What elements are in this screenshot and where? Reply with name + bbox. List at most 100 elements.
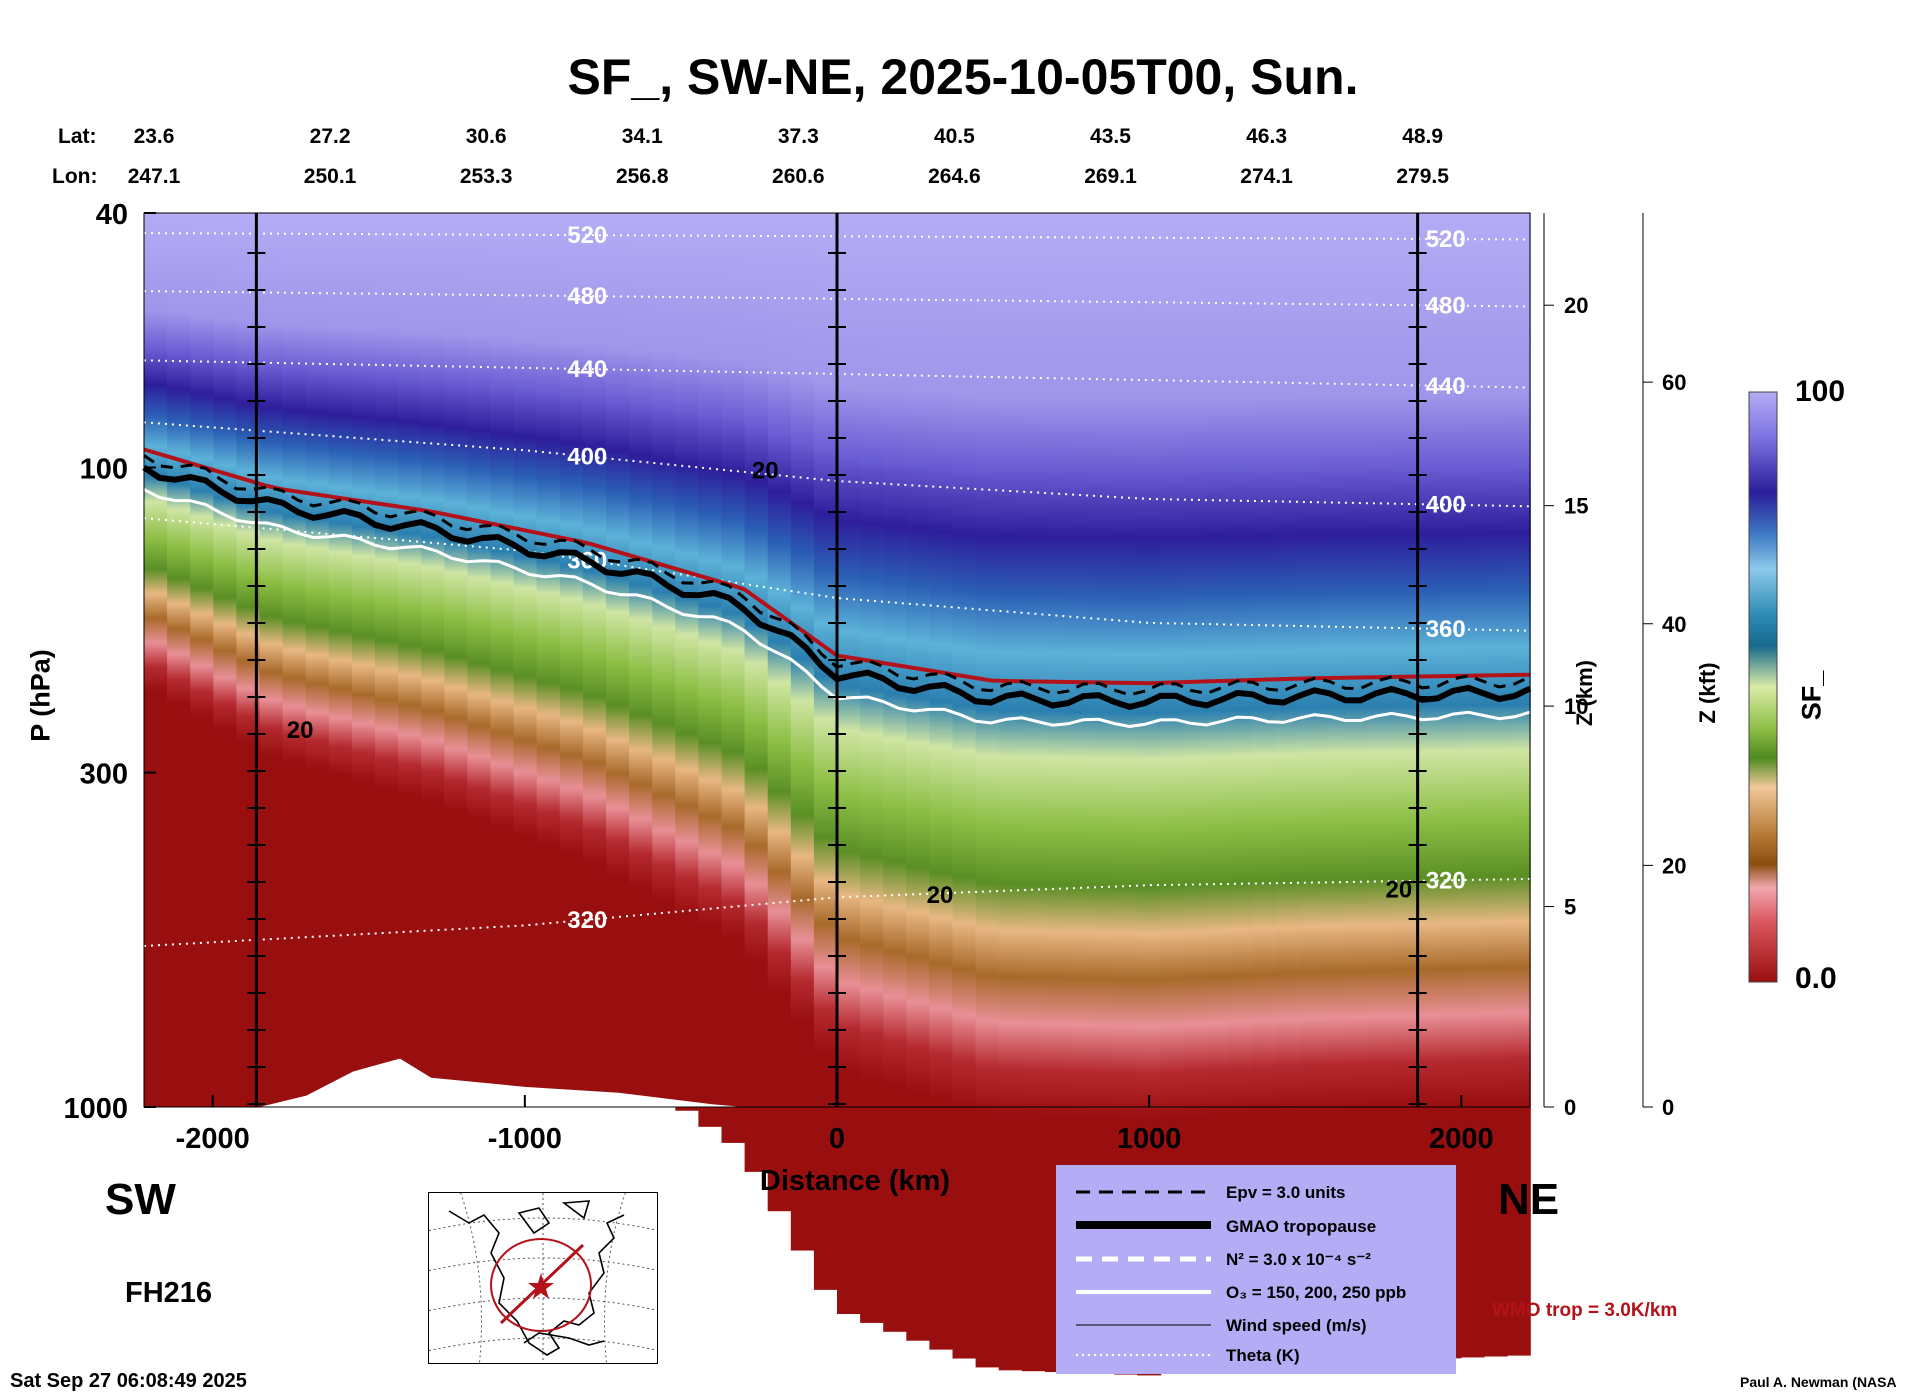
field-column	[698, 213, 723, 1127]
field-column	[1414, 213, 1439, 1360]
wind-speed-label: 20	[1386, 876, 1413, 903]
lat-value: 43.5	[1090, 125, 1131, 148]
legend-item-theta: Theta (K)	[1056, 1342, 1456, 1372]
colorbar-title-wrap: SF_	[1792, 660, 1832, 730]
field-column	[305, 213, 330, 927]
legend-label-epv: Epv = 3.0 units	[1226, 1183, 1346, 1202]
field-column	[1160, 213, 1185, 1374]
field-column	[1252, 213, 1277, 1367]
field-column	[883, 213, 908, 1332]
theta-label: 480	[1426, 293, 1466, 320]
field-column	[629, 213, 653, 1079]
field-column	[1021, 213, 1046, 1372]
theta-label: 440	[567, 356, 607, 383]
z-km-tick-label: 5	[1564, 895, 1576, 920]
lat-label: Lat:	[58, 125, 97, 148]
lat-value: 30.6	[465, 125, 507, 148]
timestamp: Sat Sep 27 06:08:49 2025	[10, 1370, 247, 1392]
theta-label: 360	[1426, 616, 1466, 643]
field-column	[536, 213, 561, 1023]
colorbar-min-label: 0.0	[1795, 962, 1837, 995]
theta-contour	[143, 517, 1531, 632]
field-column	[744, 213, 769, 1172]
lon-label: Lon:	[52, 165, 98, 188]
legend-item-n2: N² = 3.0 x 10⁻⁴ s⁻²	[1056, 1246, 1456, 1276]
legend-item-epv: Epv = 3.0 units	[1056, 1179, 1456, 1209]
x-tick-label: 0	[829, 1123, 845, 1155]
y-tick-label: 300	[80, 759, 128, 791]
field-column	[328, 213, 353, 935]
field-column	[1091, 213, 1115, 1374]
theta-label: 520	[567, 222, 607, 249]
legend-label-n2: N² = 3.0 x 10⁻⁴ s⁻²	[1226, 1250, 1371, 1269]
lat-value: 34.1	[621, 125, 663, 148]
lat-value: 27.2	[309, 125, 351, 148]
field-column	[1068, 213, 1092, 1373]
z-km-tick-label: 20	[1564, 293, 1588, 318]
legend-label-theta: Theta (K)	[1226, 1346, 1300, 1365]
legend-swatch-tropopause	[1076, 1221, 1211, 1229]
y-tick-label: 1000	[63, 1093, 128, 1125]
z-kft-tick-label: 20	[1662, 853, 1686, 878]
lon-value: 247.1	[127, 165, 181, 188]
theta-contour	[143, 421, 1531, 508]
field-column	[790, 213, 815, 1251]
theta-label: 320	[1426, 867, 1466, 894]
y-tick-label: 40	[96, 199, 128, 231]
field-column	[351, 213, 376, 943]
legend-swatch-n2	[1076, 1256, 1211, 1262]
field-column	[975, 213, 1000, 1368]
field-column	[1044, 213, 1069, 1373]
legend-swatch-wind	[1076, 1324, 1211, 1326]
field-column	[1229, 213, 1254, 1369]
field-column	[259, 213, 284, 909]
chart-title: SF_, SW-NE, 2025-10-05T00, Sun.	[567, 49, 1359, 105]
field-column	[952, 213, 977, 1359]
colorbar-title: SF_	[1796, 670, 1827, 721]
field-column	[213, 213, 238, 876]
credit: Paul A. Newman (NASA	[1740, 1374, 1897, 1390]
surface-terrain	[259, 1058, 744, 1107]
colorbar	[1748, 391, 1778, 983]
field-column	[398, 213, 422, 959]
legend-box: Epv = 3.0 units GMAO tropopause N² = 3.0…	[1056, 1165, 1456, 1374]
legend-item-ozone: O₃ = 150, 200, 250 ppb	[1056, 1279, 1456, 1309]
field-column	[167, 213, 191, 844]
wind-speed-label: 20	[752, 457, 779, 484]
field-column	[1437, 213, 1462, 1359]
lon-value: 264.6	[928, 165, 981, 188]
y-axis-title-wrap: P (hPa)	[21, 649, 61, 742]
field-column	[1483, 213, 1508, 1357]
field-column	[490, 213, 515, 1001]
field-column	[1137, 213, 1162, 1376]
field-column	[1391, 213, 1416, 1361]
lat-value: 48.9	[1402, 125, 1444, 148]
field-column	[1206, 213, 1231, 1371]
z-kft-tick-label: 40	[1662, 612, 1686, 637]
field-column	[1299, 213, 1323, 1364]
theta-label: 480	[567, 283, 607, 310]
wind-speed-label: 20	[927, 882, 954, 909]
z-kft-title-wrap: Z (kft)	[1688, 660, 1728, 730]
field-column	[467, 213, 492, 990]
z-km-tick-label: 0	[1564, 1095, 1576, 1120]
field-column	[236, 213, 261, 893]
x-tick-label: -2000	[176, 1123, 250, 1155]
field-column	[1506, 213, 1531, 1356]
x-tick-label: -1000	[488, 1123, 562, 1155]
inset-map-graphic	[429, 1193, 657, 1363]
field-column	[582, 213, 607, 1047]
field-column	[144, 213, 168, 828]
field-column	[282, 213, 307, 919]
field-column	[1275, 213, 1300, 1366]
theta-label: 440	[1426, 373, 1466, 400]
direction-left: SW	[105, 1175, 176, 1224]
field-column	[675, 213, 700, 1111]
inset-map	[428, 1192, 658, 1364]
field-column	[860, 213, 884, 1323]
field-column	[606, 213, 630, 1063]
theta-label: 520	[1426, 226, 1466, 253]
z-km-tick-label: 10	[1564, 694, 1588, 719]
z-km-title-wrap: Z (km)	[1565, 660, 1605, 730]
x-tick-label: 1000	[1117, 1123, 1182, 1155]
